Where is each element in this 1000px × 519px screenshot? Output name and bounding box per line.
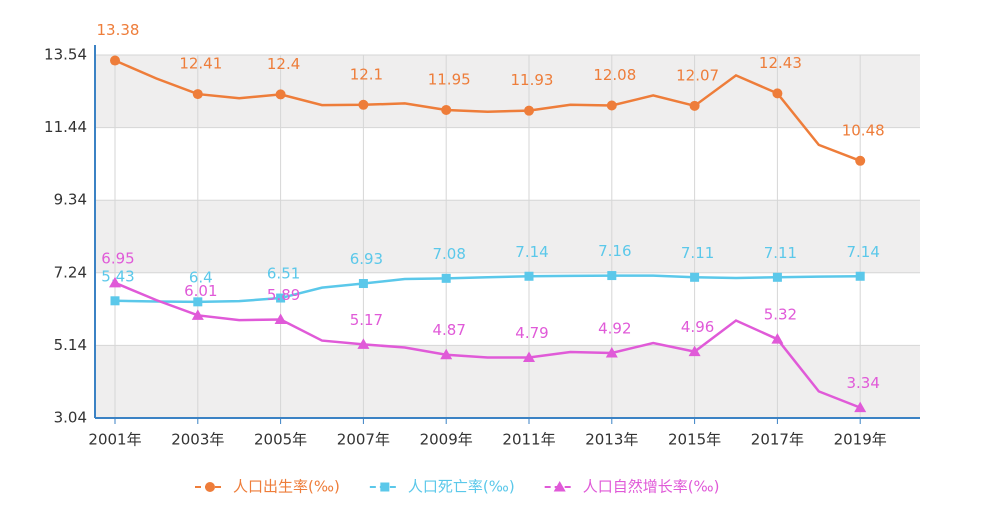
data-label: 12.08 [593, 66, 636, 84]
marker [380, 482, 390, 492]
data-label: 4.79 [515, 324, 548, 342]
data-label: 13.38 [97, 21, 140, 39]
y-tick-label: 3.04 [54, 409, 87, 427]
marker [440, 348, 453, 360]
data-label: 7.11 [681, 244, 714, 262]
x-tick-label: 2003年 [171, 431, 224, 449]
marker [441, 104, 452, 115]
data-label: 11.95 [428, 70, 471, 88]
marker [772, 88, 783, 99]
marker [690, 272, 700, 282]
legend-item: 人口自然增长率(‰) [544, 478, 720, 496]
legend-label: 人口出生率(‰) [233, 478, 340, 496]
marker [109, 276, 121, 288]
marker [605, 347, 618, 358]
marker [855, 155, 866, 166]
y-tick-label: 7.24 [54, 263, 87, 281]
x-tick-label: 2011年 [502, 431, 555, 449]
legend-label: 人口死亡率(‰) [408, 478, 515, 496]
x-tick-label: 2017年 [751, 431, 804, 449]
marker [193, 297, 203, 307]
marker [689, 100, 700, 111]
data-label: 5.32 [764, 306, 797, 324]
marker [854, 401, 867, 413]
marker [553, 481, 566, 492]
marker [110, 55, 120, 66]
data-label: 6.93 [350, 250, 383, 268]
data-label: 3.34 [846, 374, 879, 392]
marker [524, 271, 534, 281]
grid-band [95, 200, 920, 273]
marker [191, 309, 204, 320]
marker [524, 105, 534, 116]
marker [855, 271, 865, 281]
x-tick-label: 2009年 [420, 431, 473, 449]
data-label: 4.92 [598, 320, 631, 338]
data-label: 12.4 [267, 55, 300, 73]
y-tick-label: 11.44 [44, 118, 87, 136]
marker [441, 273, 451, 283]
data-label: 12.1 [350, 65, 383, 83]
y-tick-label: 5.14 [54, 336, 87, 354]
marker [772, 272, 782, 282]
data-label: 7.14 [846, 243, 879, 261]
x-tick-label: 2001年 [88, 431, 141, 449]
x-tick-label: 2015年 [668, 431, 721, 449]
y-tick-label: 13.54 [44, 46, 87, 64]
marker [688, 345, 701, 357]
legend-label: 人口自然增长率(‰) [583, 478, 720, 496]
marker [192, 89, 203, 100]
data-label: 12.07 [676, 66, 719, 84]
data-label: 6.01 [184, 282, 217, 300]
data-label: 4.87 [432, 321, 465, 339]
x-tick-label: 2005年 [254, 431, 307, 449]
y-tick-label: 9.34 [54, 191, 87, 209]
data-label: 7.11 [764, 244, 797, 262]
data-label: 12.41 [179, 55, 222, 73]
data-label: 10.48 [842, 121, 885, 139]
x-tick-label: 2019年 [834, 431, 887, 449]
marker [110, 296, 120, 306]
data-label: 5.43 [101, 267, 134, 285]
marker [358, 99, 369, 110]
marker [274, 313, 287, 324]
data-label: 5.89 [267, 286, 300, 304]
data-label: 11.93 [511, 71, 554, 89]
legend-item: 人口出生率(‰) [195, 478, 340, 496]
series-line [114, 274, 861, 304]
x-tick-label: 2007年 [337, 431, 390, 449]
data-label: 12.43 [759, 54, 802, 72]
marker [357, 338, 370, 349]
legend-item: 人口死亡率(‰) [369, 478, 515, 496]
grid-band [95, 55, 920, 128]
marker [771, 333, 784, 344]
marker [358, 279, 368, 289]
data-label: 6.95 [101, 249, 134, 267]
data-label: 6.51 [267, 265, 300, 283]
marker [276, 293, 286, 303]
marker [523, 351, 535, 362]
data-label: 4.96 [681, 318, 714, 336]
data-label: 7.08 [432, 245, 465, 263]
marker [607, 271, 617, 281]
data-label: 7.16 [598, 242, 631, 260]
series-line [114, 281, 861, 409]
series-line [114, 59, 861, 162]
marker [205, 482, 215, 492]
marker [606, 100, 617, 111]
marker [275, 89, 286, 100]
x-tick-label: 2013年 [585, 431, 638, 449]
data-label: 7.14 [515, 243, 548, 261]
data-label: 5.17 [350, 311, 383, 329]
data-label: 6.4 [189, 268, 213, 286]
